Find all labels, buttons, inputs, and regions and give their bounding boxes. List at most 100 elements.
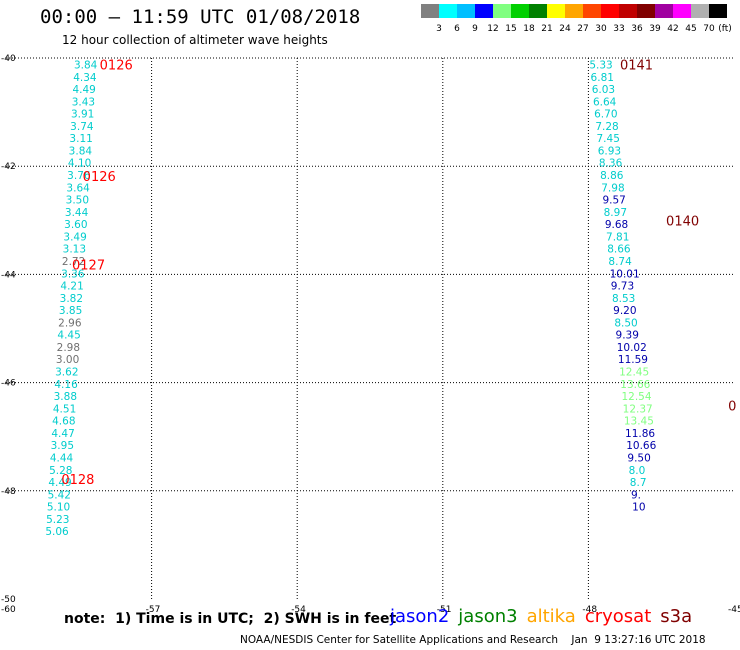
legend-item-altika: altika bbox=[526, 606, 576, 627]
color-scale-bar: 3 6 9 12 15 18 21 24 27 30 33 36 39 42 45 70 (ft) bbox=[421, 4, 732, 34]
swh-value-jason2: 8.66 bbox=[607, 244, 631, 256]
color-swatch-3 bbox=[475, 4, 493, 18]
swh-value-jason2: 3.62 bbox=[55, 367, 78, 379]
swh-value-jason2: 4.68 bbox=[52, 416, 75, 428]
units-note: note: 1) Time is in UTC; 2) SWH is in fe… bbox=[64, 611, 397, 627]
color-swatch-13 bbox=[655, 4, 673, 18]
color-label: 24 bbox=[559, 24, 571, 34]
color-swatch-4 bbox=[493, 4, 511, 18]
swh-value-jason2: 3.74 bbox=[70, 121, 94, 133]
page-title: 00:00 — 11:59 UTC 01/08/2018 bbox=[40, 6, 361, 28]
swh-value-jason2: 9.50 bbox=[627, 452, 650, 464]
color-label: 33 bbox=[613, 24, 624, 34]
lat-tick-label: -42 bbox=[1, 162, 16, 172]
swh-value-jason2: 4.44 bbox=[50, 452, 74, 464]
lon-tick-label: -51 bbox=[437, 605, 452, 615]
swh-value-jason2: 8.7 bbox=[630, 477, 647, 489]
swh-value-jason2: 4.21 bbox=[60, 281, 83, 293]
swh-value-jason2: 11.86 bbox=[625, 428, 655, 440]
swh-value-jason2: 2.96 bbox=[58, 317, 82, 329]
swh-value-jason2: 9.20 bbox=[613, 305, 636, 317]
lon-tick-label: -48 bbox=[582, 605, 597, 615]
swh-value-jason2: 5.06 bbox=[45, 526, 69, 538]
swh-value-jason2: 3.50 bbox=[66, 195, 89, 207]
swh-value-jason2: 3.13 bbox=[63, 244, 86, 256]
swh-value-jason2: 7.28 bbox=[595, 121, 618, 133]
legend-item-jason2: jason2 bbox=[390, 606, 450, 627]
swh-value-jason2: 8.50 bbox=[614, 317, 637, 329]
color-swatch-8 bbox=[565, 4, 583, 18]
swh-value-jason2: 3.82 bbox=[60, 293, 83, 305]
swh-value-jason2: 3.60 bbox=[64, 219, 87, 231]
swh-value-jason2: 4.16 bbox=[54, 379, 78, 391]
lat-tick-label: -50 bbox=[1, 595, 16, 605]
legend-item-cryosat: cryosat bbox=[584, 606, 652, 627]
swh-value-jason2: 11.59 bbox=[618, 354, 648, 366]
swh-value-jason2: 3.88 bbox=[54, 391, 77, 403]
color-swatch-16 bbox=[709, 4, 727, 18]
pass-time-label: 0127 bbox=[72, 259, 105, 274]
lon-tick-label: -45 bbox=[728, 605, 740, 615]
swh-value-jason2: 2.98 bbox=[57, 342, 80, 354]
pass-time-label: 0128 bbox=[61, 473, 94, 488]
swh-value-jason2: 8.53 bbox=[612, 293, 635, 305]
color-swatch-12 bbox=[637, 4, 655, 18]
color-swatch-11 bbox=[619, 4, 637, 18]
swh-value-jason2: 13.66 bbox=[620, 379, 650, 391]
color-label: 36 bbox=[631, 24, 643, 34]
swh-value-jason2: 6.64 bbox=[593, 96, 617, 108]
swh-value-jason2: 4.49 bbox=[72, 84, 95, 96]
color-label: 70 bbox=[703, 24, 715, 34]
color-swatch-6 bbox=[529, 4, 547, 18]
color-label: 15 bbox=[505, 24, 516, 34]
swh-value-jason2: 8.0 bbox=[629, 465, 646, 477]
swh-value-jason2: 12.54 bbox=[621, 391, 651, 403]
swh-value-jason2: 3.95 bbox=[51, 440, 74, 452]
color-swatch-15 bbox=[691, 4, 709, 18]
legend-item-s3a: s3a bbox=[660, 606, 693, 627]
color-label: 3 bbox=[436, 24, 442, 34]
swh-value-jason2: 3.36 bbox=[61, 268, 85, 280]
swh-value-jason2: 8.97 bbox=[604, 207, 627, 219]
swh-value-jason2: 6.03 bbox=[592, 84, 615, 96]
color-label: 30 bbox=[595, 24, 607, 34]
swh-value-jason2: 3.44 bbox=[65, 207, 89, 219]
color-swatch-9 bbox=[583, 4, 601, 18]
swh-value-jason2: 13.45 bbox=[624, 416, 654, 428]
swh-value-jason2: 3.85 bbox=[59, 305, 82, 317]
swh-value-jason2: 3.91 bbox=[71, 109, 94, 121]
swh-value-jason2: 8.36 bbox=[599, 158, 623, 170]
pass-time-label: 0 bbox=[728, 399, 736, 414]
color-label: 18 bbox=[523, 24, 535, 34]
pass-time-label: 0126 bbox=[100, 58, 133, 73]
swh-value-jason2: 4.10 bbox=[68, 158, 91, 170]
pass-time-label: 0126 bbox=[83, 170, 116, 185]
swh-value-jason2: 3.76 bbox=[67, 170, 91, 182]
swh-value-jason2: 6.93 bbox=[598, 145, 621, 157]
swh-value-jason2: 6.70 bbox=[594, 109, 617, 121]
wave-height-map: -40 -42 -44 -46 -48 -50-60 -57 -54 -51 -48 -45 3.84… bbox=[1, 54, 740, 615]
lat-tick-label: -40 bbox=[1, 54, 16, 64]
swh-value-jason2: 9.73 bbox=[611, 281, 634, 293]
color-label: 39 bbox=[649, 24, 661, 34]
swh-value-jason2: 5.10 bbox=[47, 502, 70, 514]
swh-value-jason2: 5.33 bbox=[589, 59, 612, 71]
color-swatch-1 bbox=[439, 4, 457, 18]
swh-value-jason2: 9.39 bbox=[616, 330, 639, 342]
color-swatch-14 bbox=[673, 4, 691, 18]
swh-value-jason2: 3.64 bbox=[66, 182, 90, 194]
color-swatch-5 bbox=[511, 4, 529, 18]
swh-value-jason2: 5.28 bbox=[49, 465, 72, 477]
swh-value-jason2: 6.81 bbox=[591, 72, 614, 84]
lat-tick-label: -44 bbox=[1, 270, 16, 280]
color-label: (ft) bbox=[718, 24, 732, 34]
swh-value-jason2: 12.37 bbox=[623, 403, 653, 415]
color-swatch-7 bbox=[547, 4, 565, 18]
color-label: 27 bbox=[577, 24, 588, 34]
swh-value-jason2: 12.45 bbox=[619, 367, 649, 379]
swh-value-jason2: 3.49 bbox=[63, 231, 86, 243]
swh-value-jason2: 7.81 bbox=[606, 231, 629, 243]
swh-value-jason2: 4.49 bbox=[48, 477, 71, 489]
page-subtitle: 12 hour collection of altimeter wave hei… bbox=[62, 33, 328, 47]
swh-value-jason2: 7.98 bbox=[601, 182, 624, 194]
